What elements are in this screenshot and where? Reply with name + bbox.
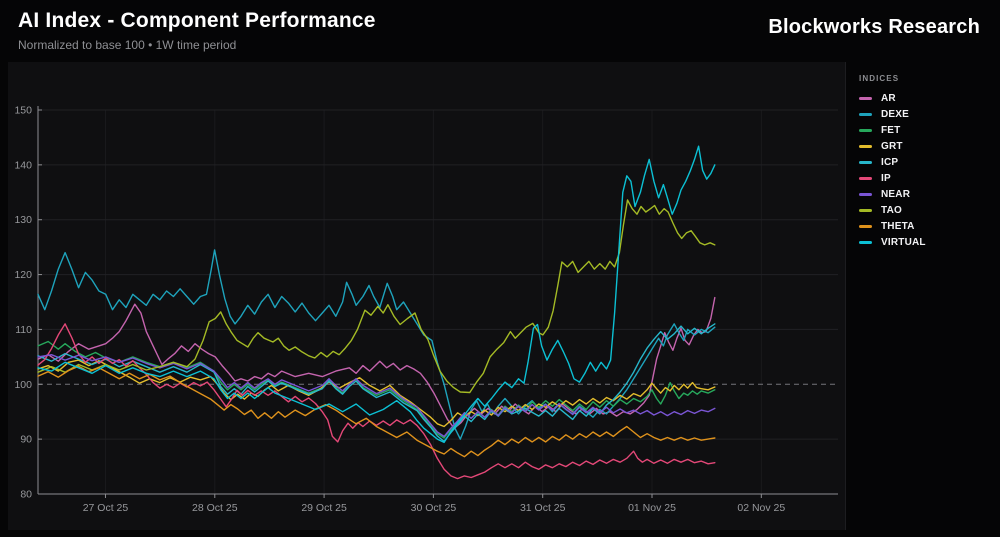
legend-swatch-icon — [859, 161, 872, 164]
legend-label: DEXE — [881, 109, 910, 120]
x-tick-label: 31 Oct 25 — [520, 502, 566, 514]
chart-panel: 80 90 100 110 120 130 140 150 27 Oct 25 28 Oct 25… — [8, 62, 845, 530]
series-line-GRT — [37, 359, 716, 428]
x-tick-label: 30 Oct 25 — [411, 502, 457, 514]
legend-swatch-icon — [859, 241, 872, 244]
legend-swatch-icon — [859, 193, 872, 196]
legend-label: NEAR — [881, 189, 911, 200]
legend-title: INDICES — [859, 74, 900, 83]
legend-item-IP[interactable]: IP — [859, 173, 1000, 184]
legend-swatch-icon — [859, 209, 872, 212]
legend-label: ICP — [881, 157, 899, 168]
x-tick-label: 02 Nov 25 — [737, 502, 785, 514]
header: AI Index - Component Performance Normali… — [0, 0, 1000, 60]
legend-label: IP — [881, 173, 891, 184]
legend-label: THETA — [881, 221, 915, 232]
y-tick-label: 100 — [14, 379, 32, 391]
legend-item-ICP[interactable]: ICP — [859, 157, 1000, 168]
legend-label: GRT — [881, 141, 903, 152]
legend-swatch-icon — [859, 97, 872, 100]
legend-items: AR DEXE FET GRT ICP IP NEAR TAO THETA VIRTUAL — [859, 93, 1000, 248]
y-tick-label: 130 — [14, 214, 32, 226]
y-tick-label: 110 — [15, 324, 32, 336]
page-title: AI Index - Component Performance — [18, 9, 376, 32]
legend-label: VIRTUAL — [881, 237, 926, 248]
y-tick-label: 150 — [14, 105, 32, 117]
legend-item-FET[interactable]: FET — [859, 125, 1000, 136]
y-tick-label: 80 — [20, 489, 32, 501]
series-line-VIRTUAL — [37, 145, 716, 444]
page-subtitle: Normalized to base 100 • 1W time period — [18, 38, 237, 52]
series-line-ICP — [37, 323, 716, 442]
brand-logo: Blockworks Research — [768, 16, 980, 38]
legend-swatch-icon — [859, 113, 872, 116]
legend-swatch-icon — [859, 129, 872, 132]
series-line-NEAR — [37, 354, 716, 438]
performance-line-chart[interactable]: 80 90 100 110 120 130 140 150 27 Oct 25 28 Oct 25… — [8, 62, 845, 524]
legend-item-VIRTUAL[interactable]: VIRTUAL — [859, 237, 1000, 248]
legend-item-NEAR[interactable]: NEAR — [859, 189, 1000, 200]
y-tick-label: 120 — [14, 269, 32, 281]
legend-label: FET — [881, 125, 901, 136]
legend-item-THETA[interactable]: THETA — [859, 221, 1000, 232]
x-tick-label: 01 Nov 25 — [628, 502, 676, 514]
series-line-TAO — [37, 199, 716, 394]
series-line-THETA — [37, 365, 716, 458]
y-tick-label: 90 — [20, 434, 32, 446]
series-line-DEXE — [37, 249, 716, 440]
x-tick-label: 27 Oct 25 — [83, 502, 129, 514]
y-tick-label: 140 — [14, 159, 32, 171]
legend-item-GRT[interactable]: GRT — [859, 141, 1000, 152]
legend-item-TAO[interactable]: TAO — [859, 205, 1000, 216]
legend-item-DEXE[interactable]: DEXE — [859, 109, 1000, 120]
legend-swatch-icon — [859, 225, 872, 228]
legend-swatch-icon — [859, 145, 872, 148]
series-line-AR — [37, 296, 716, 429]
x-tick-label: 29 Oct 25 — [301, 502, 347, 514]
legend-label: TAO — [881, 205, 902, 216]
legend-panel: INDICES AR DEXE FET GRT ICP IP NEAR TAO THETA VIR… — [845, 62, 1000, 530]
x-tick-label: 28 Oct 25 — [192, 502, 238, 514]
legend-swatch-icon — [859, 177, 872, 180]
legend-label: AR — [881, 93, 896, 104]
legend-item-AR[interactable]: AR — [859, 93, 1000, 104]
